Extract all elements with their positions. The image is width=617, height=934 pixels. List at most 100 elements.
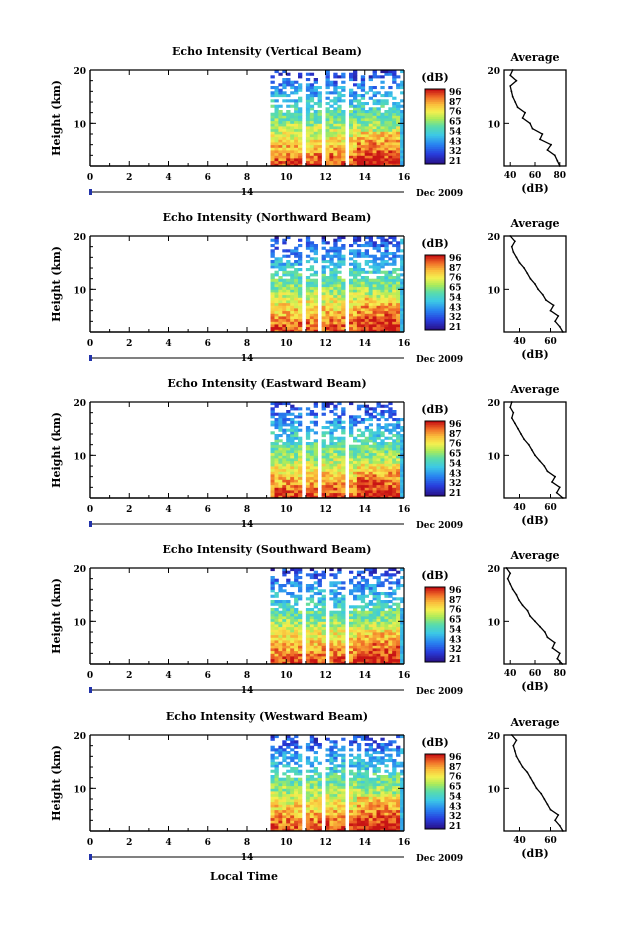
- heatmap-cell: [384, 746, 388, 749]
- heatmap-cell: [380, 477, 384, 480]
- heatmap-cell: [318, 640, 322, 643]
- heatmap-cell: [337, 421, 341, 424]
- heatmap-cell: [396, 466, 400, 469]
- heatmap-cell: [278, 807, 282, 810]
- average-profile-point: [518, 599, 520, 601]
- heatmap-cell: [294, 584, 298, 587]
- heatmap-cell: [271, 587, 275, 590]
- heatmap-cell: [392, 145, 396, 148]
- heatmap-cell: [380, 244, 384, 247]
- heatmap-cell: [396, 458, 400, 461]
- heatmap-cell: [286, 121, 290, 124]
- heatmap-cell: [369, 300, 373, 303]
- average-profile-point: [514, 240, 516, 242]
- heatmap-cell: [271, 158, 275, 161]
- heatmap-cell: [377, 659, 381, 662]
- heatmap-cell: [294, 603, 298, 606]
- heatmap-cell: [377, 308, 381, 311]
- heatmap-cell: [357, 595, 361, 598]
- heatmap-cell: [290, 632, 294, 635]
- heatmap-cell: [310, 421, 314, 424]
- heatmap-cell: [396, 477, 400, 480]
- heatmap-cell: [275, 86, 279, 89]
- heatmap-cell: [380, 445, 384, 448]
- date-day-label: 14: [241, 354, 254, 364]
- colorbar-tick-label: 65: [449, 450, 462, 460]
- heatmap-cell: [306, 113, 310, 116]
- date-label: Dec 2009: [416, 355, 463, 365]
- heatmap-cell: [392, 158, 396, 161]
- heatmap-cell: [275, 648, 279, 651]
- heatmap-cell: [373, 319, 377, 322]
- heatmap-cell: [314, 627, 318, 630]
- heatmap-cell: [369, 110, 373, 113]
- heatmap-cell: [373, 592, 377, 595]
- heatmap-cell: [365, 126, 369, 129]
- heatmap-cell: [329, 327, 333, 330]
- heatmap-cell: [294, 576, 298, 579]
- heatmap-cell: [337, 260, 341, 263]
- heatmap-cell: [275, 271, 279, 274]
- heatmap-cell: [353, 453, 357, 456]
- heatmap-cell: [388, 137, 392, 140]
- heatmap-cell: [298, 327, 302, 330]
- heatmap-cell: [326, 110, 330, 113]
- heatmap-cell: [396, 616, 400, 619]
- heatmap-cell: [275, 311, 279, 314]
- heatmap-cell: [349, 142, 353, 145]
- x-tick-label: 4: [165, 505, 171, 515]
- heatmap-cell: [353, 284, 357, 287]
- heatmap-cell: [341, 134, 345, 137]
- heatmap-cell: [310, 616, 314, 619]
- heatmap-cell: [373, 643, 377, 646]
- heatmap-cell: [377, 592, 381, 595]
- heatmap-cell: [357, 145, 361, 148]
- heatmap-cell: [365, 284, 369, 287]
- heatmap-cell: [275, 595, 279, 598]
- heatmap-cell: [388, 458, 392, 461]
- heatmap-cell: [294, 110, 298, 113]
- heatmap-cell: [373, 327, 377, 330]
- heatmap-cell: [333, 324, 337, 327]
- heatmap-cell: [373, 466, 377, 469]
- heatmap-cell: [369, 265, 373, 268]
- heatmap-cell: [353, 477, 357, 480]
- heatmap-cell: [286, 775, 290, 778]
- heatmap-cell: [357, 324, 361, 327]
- colorbar-tick-label: 65: [449, 118, 462, 128]
- average-profile-point: [512, 588, 514, 590]
- heatmap-cell: [329, 153, 333, 156]
- heatmap-cell: [318, 772, 322, 775]
- heatmap-cell: [392, 255, 396, 258]
- heatmap-cell: [361, 158, 365, 161]
- colorbar: [425, 89, 445, 165]
- heatmap-cell: [357, 429, 361, 432]
- heatmap-cell: [275, 762, 279, 765]
- heatmap-cell: [298, 799, 302, 802]
- heatmap-cell: [275, 413, 279, 416]
- heatmap-cell: [314, 86, 318, 89]
- heatmap-cell: [373, 794, 377, 797]
- heatmap-cell: [384, 775, 388, 778]
- heatmap-cell: [361, 276, 365, 279]
- heatmap-cell: [396, 105, 400, 108]
- heatmap-cell: [278, 89, 282, 92]
- heatmap-cell: [333, 107, 337, 110]
- heatmap-cell: [310, 118, 314, 121]
- heatmap-cell: [357, 271, 361, 274]
- heatmap-cell: [373, 584, 377, 587]
- heatmap-cell: [333, 775, 337, 778]
- heatmap-cell: [392, 656, 396, 659]
- heatmap-cell: [329, 158, 333, 161]
- heatmap-cell: [333, 292, 337, 295]
- heatmap-cell: [290, 770, 294, 773]
- average-profile-point: [534, 283, 536, 285]
- heatmap-cell: [271, 303, 275, 306]
- heatmap-cell: [396, 474, 400, 477]
- heatmap-cell: [365, 308, 369, 311]
- y-tick-label: 10: [73, 120, 86, 130]
- heatmap-cell: [294, 102, 298, 105]
- heatmap-cell: [392, 474, 396, 477]
